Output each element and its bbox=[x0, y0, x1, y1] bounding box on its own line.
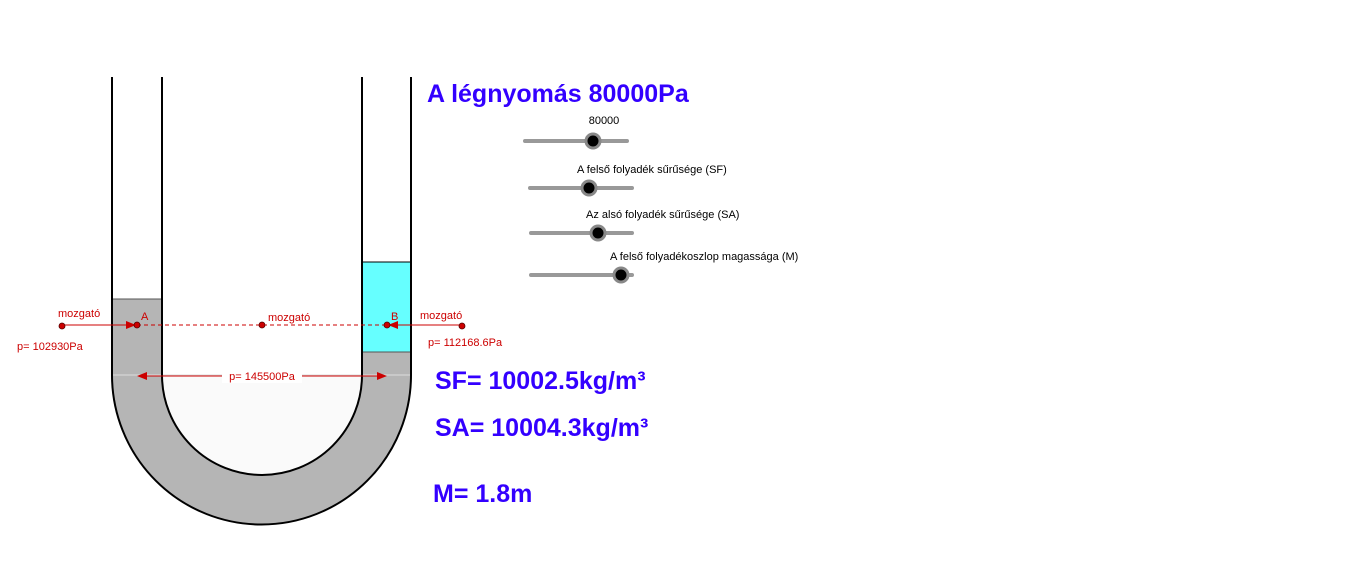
tube-inner bbox=[161, 77, 363, 476]
readout: SA= 10004.3kg/m³ bbox=[435, 414, 648, 442]
handle[interactable] bbox=[458, 322, 466, 330]
label-bg bbox=[222, 369, 302, 383]
slider-knob[interactable] bbox=[612, 266, 630, 284]
point-label: B bbox=[391, 311, 398, 323]
tube-outer bbox=[111, 77, 412, 526]
pressure-label: p= 145500Pa bbox=[229, 371, 296, 383]
pressure-label: p= 112168.6Pa bbox=[428, 337, 503, 349]
slider-label: A felső folyadékoszlop magassága (M) bbox=[610, 251, 798, 263]
point-b[interactable] bbox=[383, 321, 391, 329]
handle[interactable] bbox=[258, 321, 266, 329]
upper-liquid bbox=[361, 261, 412, 353]
point-label: A bbox=[141, 311, 149, 323]
slider-label: A felső folyadék sűrűsége (SF) bbox=[577, 164, 727, 176]
handle-label: mozgató bbox=[268, 312, 310, 324]
inner-light bbox=[162, 375, 362, 475]
pressure-label: p= 102930Pa bbox=[17, 341, 84, 353]
slider-knob[interactable] bbox=[580, 179, 598, 197]
point-a[interactable] bbox=[133, 321, 141, 329]
slider-label: 80000 bbox=[589, 115, 620, 127]
readout: M= 1.8m bbox=[433, 480, 532, 508]
slider-knob[interactable] bbox=[584, 132, 602, 150]
slider-label: Az alsó folyadék sűrűsége (SA) bbox=[586, 209, 739, 221]
readout: SF= 10002.5kg/m³ bbox=[435, 367, 646, 395]
title: A légnyomás 80000Pa bbox=[427, 80, 690, 108]
handle-label: mozgató bbox=[420, 310, 462, 322]
handle-label: mozgató bbox=[58, 308, 100, 320]
handle[interactable] bbox=[58, 322, 66, 330]
slider-knob[interactable] bbox=[589, 224, 607, 242]
